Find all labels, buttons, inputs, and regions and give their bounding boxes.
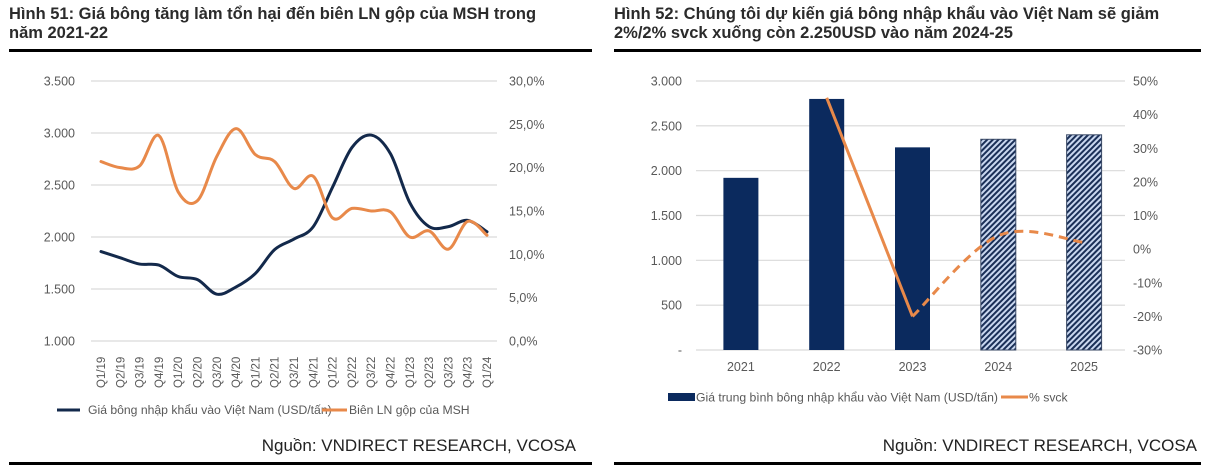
- x-tick-label: Q1/22: [328, 357, 340, 388]
- x-tick-label: 2025: [1070, 360, 1098, 374]
- x-tick-label: 2022: [813, 360, 841, 374]
- y-right-tick-label: 20%: [1133, 175, 1158, 189]
- x-tick-label: Q1/23: [405, 357, 417, 388]
- x-tick-label: Q3/19: [135, 357, 147, 388]
- y-left-tick-label: 2.500: [44, 179, 75, 193]
- y-right-tick-label: 30,0%: [509, 75, 544, 89]
- title-line-1: Hình 51: Giá bông tăng làm tổn hại đến b…: [9, 5, 537, 23]
- x-tick-label: Q3/20: [212, 357, 224, 388]
- figure-51-title: Hình 51: Giá bông tăng làm tổn hại đến b…: [9, 5, 536, 43]
- bottom-divider: [614, 462, 1201, 465]
- title-line-1: Hình 52: Chúng tôi dự kiến giá bông nhập…: [614, 5, 1160, 23]
- x-tick-label: Q1/20: [173, 357, 185, 388]
- y-left-tick-label: 1.500: [44, 283, 75, 297]
- y-right-tick-label: 0%: [1133, 243, 1151, 257]
- title-line-2: năm 2021-22: [9, 24, 109, 42]
- x-tick-label: 2021: [727, 360, 755, 374]
- x-tick-label: Q2/23: [424, 357, 436, 388]
- y-right-tick-label: 20,0%: [509, 161, 544, 175]
- y-right-tick-label: 50%: [1133, 75, 1158, 89]
- figure-52: Hình 52: Chúng tôi dự kiến giá bông nhập…: [605, 0, 1209, 475]
- source-note: Nguồn: VNDIRECT RESEARCH, VCOSA: [882, 436, 1197, 455]
- y-right-tick-label: 25,0%: [509, 118, 544, 132]
- y-right-tick-label: 10,0%: [509, 248, 544, 262]
- x-tick-label: Q2/19: [115, 357, 127, 388]
- y-left-tick-label: 3.000: [651, 75, 682, 89]
- y-left-tick-label: -: [678, 344, 682, 358]
- chart-51: 1.000 1.500 2.000 2.500 3.000 3.500 0,0% 5,0% 10…: [44, 75, 545, 418]
- y-left-tick-label: 1.500: [651, 209, 682, 223]
- x-tick-label: Q1/21: [250, 357, 262, 388]
- bar-2024: [980, 138, 1017, 351]
- y-left-tick-label: 500: [661, 299, 682, 313]
- title-divider: [614, 49, 1201, 52]
- x-tick-label: Q4/23: [463, 357, 475, 388]
- y-left-tick-label: 2.000: [651, 164, 682, 178]
- bar-2022: [809, 98, 845, 350]
- y-right-tick-label: -20%: [1133, 310, 1162, 324]
- y-right-tick-label: 15,0%: [509, 205, 544, 219]
- x-tick-label: 2023: [899, 360, 927, 374]
- x-tick-label: Q1/19: [96, 357, 108, 388]
- series-line-cotton-price: [99, 133, 489, 296]
- figure-52-title: Hình 52: Chúng tôi dự kiến giá bông nhập…: [614, 5, 1159, 43]
- bar-2023: [895, 147, 930, 350]
- y-left-tick-label: 3.000: [44, 127, 75, 141]
- y-left-tick-label: 1.000: [44, 335, 75, 349]
- legend-label-avg-price: Giá trung bình bông nhập khẩu vào Việt N…: [696, 391, 998, 405]
- legend-label-yoy: % svck: [1029, 391, 1069, 405]
- x-tick-label: Q2/21: [270, 357, 282, 388]
- legend-label-cotton-price: Giá bông nhập khẩu vào Việt Nam (USD/tấn…: [88, 403, 332, 417]
- x-tick-label: Q4/21: [308, 357, 320, 388]
- legend-label-gross-margin: Biên LN gộp của MSH: [349, 403, 470, 417]
- x-tick-label: 2024: [984, 360, 1012, 374]
- legend-swatch-avg-price: [668, 393, 695, 401]
- y-left-tick-label: 2.000: [44, 231, 75, 245]
- series-line-yoy-forecast: [911, 229, 1085, 318]
- y-right-tick-label: 10%: [1133, 209, 1158, 223]
- y-right-tick-label: -10%: [1133, 276, 1162, 290]
- y-right-tick-label: 30%: [1133, 142, 1158, 156]
- y-left-tick-label: 3.500: [44, 75, 75, 89]
- x-tick-label: Q1/24: [482, 356, 494, 388]
- x-tick-label: Q4/19: [154, 357, 166, 388]
- y-left-tick-label: 2.500: [651, 119, 682, 133]
- chart-52: - 500 1.000 1.500 2.000 2.500 3.000 -30% -20% -10…: [651, 75, 1162, 405]
- x-tick-label: Q3/21: [289, 357, 301, 388]
- y-right-tick-label: 0,0%: [509, 335, 538, 349]
- bar-2021: [723, 177, 759, 350]
- title-line-2: 2%/2% svck xuống còn 2.250USD vào năm 20…: [614, 24, 1013, 42]
- x-tick-label: Q2/20: [193, 357, 205, 388]
- x-tick-label: Q2/22: [347, 357, 359, 388]
- y-right-tick-label: -30%: [1133, 344, 1162, 358]
- series-line-gross-margin: [99, 127, 489, 251]
- source-note: Nguồn: VNDIRECT RESEARCH, VCOSA: [261, 436, 576, 455]
- y-right-tick-label: 5,0%: [509, 291, 538, 305]
- y-left-tick-label: 1.000: [651, 254, 682, 268]
- title-divider: [9, 49, 592, 52]
- y-right-tick-label: 40%: [1133, 108, 1158, 122]
- bottom-divider: [9, 462, 592, 465]
- x-tick-label: Q4/20: [231, 357, 243, 388]
- series-line-yoy-actual: [825, 97, 914, 317]
- figure-51: Hình 51: Giá bông tăng làm tổn hại đến b…: [0, 0, 600, 475]
- x-tick-label: Q4/22: [386, 357, 398, 388]
- x-tick-label: Q3/22: [366, 357, 378, 388]
- x-tick-label: Q3/23: [443, 357, 455, 388]
